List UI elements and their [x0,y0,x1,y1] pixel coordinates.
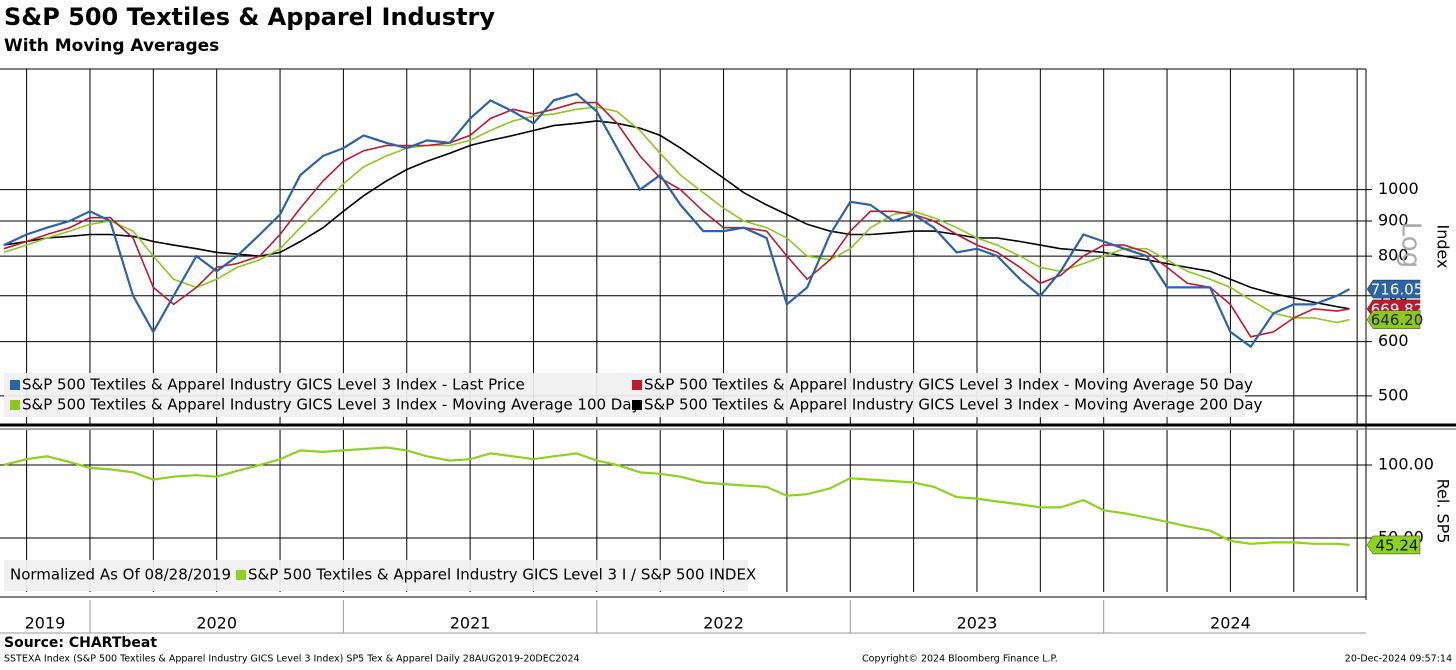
legend-label: S&P 500 Textiles & Apparel Industry GICS… [22,376,525,394]
legend-label: S&P 500 Textiles & Apparel Industry GICS… [644,376,1253,394]
legend-swatch [632,400,642,410]
series-line [3,446,1350,546]
value-tag [1366,535,1421,555]
legend-swatch [632,380,642,390]
x-tick-label: 2024 [1210,614,1251,633]
y-tick-label: 600 [1378,331,1409,350]
timestamp: 20-Dec-2024 09:57:14 [1345,654,1452,665]
legend-box [4,373,1245,417]
legend-note: Normalized As Of 08/28/2019 [10,566,231,584]
series-line [3,101,1350,338]
source: Source: CHARTbeat [4,635,157,651]
subtitle: With Moving Averages [4,36,219,56]
series-line [3,106,1350,324]
series-line [3,92,1351,349]
value-tag-label: 45.24 [1376,536,1419,554]
value-tag [1366,279,1421,299]
x-tick-label: 2019 [25,614,66,633]
y-tick-label: 500 [1378,385,1409,404]
value-tag [1366,310,1421,329]
footer-description: SSTEXA Index (S&P 500 Textiles & Apparel… [4,654,580,665]
value-tag-label: 716.05 [1371,281,1424,299]
panel: 5006007008009001000IndexLogS&P 500 Texti… [0,69,1453,424]
scale-label: Log [1396,222,1426,268]
legend-label: S&P 500 Textiles & Apparel Industry GICS… [644,396,1263,414]
y-axis-label: Index [1434,224,1453,268]
legend-swatch [10,380,20,390]
y-tick-label: 1000 [1378,179,1419,198]
legend-swatch [10,400,20,410]
y-tick-label: 100.00 [1378,455,1434,474]
y-axis-label: Rel. SP5 [1434,479,1453,544]
title: S&P 500 Textiles & Apparel Industry [4,3,495,31]
legend-label: S&P 500 Textiles & Apparel Industry GICS… [22,396,641,414]
y-tick-label: 800 [1378,246,1409,265]
copyright: Copyright© 2024 Bloomberg Finance L.P. [862,654,1058,665]
x-tick-label: 2020 [196,614,237,633]
x-tick-label: 2021 [450,614,491,633]
series-line [3,120,1350,310]
x-tick-label: 2023 [957,614,998,633]
x-tick-label: 2022 [703,614,744,633]
legend-label: S&P 500 Textiles & Apparel Industry GICS… [248,566,756,584]
value-tag-label: 646.20 [1371,311,1424,329]
legend-box [4,560,748,591]
legend-swatch [236,570,246,580]
y-tick-label: 900 [1378,211,1409,230]
